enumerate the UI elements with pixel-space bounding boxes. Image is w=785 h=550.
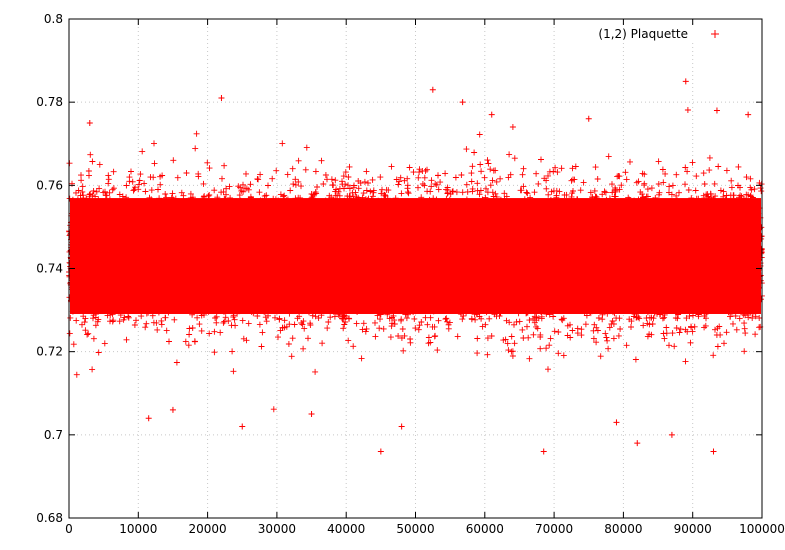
x-tick-label: 40000 (327, 522, 365, 536)
axis-ticks (68, 18, 763, 519)
outlier-point (429, 86, 436, 93)
outlier-point (668, 431, 675, 438)
outlier-point (86, 119, 93, 126)
x-tick-label: 80000 (604, 522, 642, 536)
y-tick-label: 0.78 (36, 95, 63, 109)
x-tick-label: 20000 (189, 522, 227, 536)
outlier-point (239, 423, 246, 430)
y-tick-label: 0.76 (36, 178, 63, 192)
x-tick-label: 30000 (258, 522, 296, 536)
x-tick-label: 90000 (674, 522, 712, 536)
x-tick-label: 10000 (119, 522, 157, 536)
outlier-point (540, 448, 547, 455)
series-plaquette-dense-core (70, 198, 761, 314)
x-tick-label: 50000 (396, 522, 434, 536)
y-tick-label: 0.7 (44, 428, 63, 442)
y-axis-tick-labels: 0.68 0.7 0.72 0.74 0.76 0.78 0.8 (36, 12, 63, 525)
outlier-point (398, 423, 405, 430)
outlier-point (634, 440, 641, 447)
legend-background (580, 26, 730, 42)
outlier-point (745, 111, 752, 118)
outlier-point (710, 448, 717, 455)
outlier-point (682, 78, 689, 85)
y-tick-label: 0.68 (36, 511, 63, 525)
legend-marker-plus (711, 30, 719, 38)
y-tick-label: 0.8 (44, 12, 63, 26)
legend: (1,2) Plaquette (580, 26, 730, 42)
legend-entry-label: (1,2) Plaquette (598, 27, 688, 41)
y-tick-label: 0.72 (36, 345, 63, 359)
outlier-point (459, 99, 466, 106)
x-tick-label: 0 (65, 522, 73, 536)
outlier-point (713, 107, 720, 114)
x-axis-tick-labels: 0 10000 20000 30000 40000 50000 60000 70000 8000… (65, 522, 785, 536)
outlier-point (308, 411, 315, 418)
x-tick-label: 100000 (739, 522, 785, 536)
x-tick-label: 60000 (466, 522, 504, 536)
outlier-point (145, 415, 152, 422)
data-points (66, 78, 765, 455)
outlier-point (488, 111, 495, 118)
x-tick-label: 70000 (535, 522, 573, 536)
outlier-point (585, 115, 592, 122)
outlier-point (169, 406, 176, 413)
legend-marker-glyph (711, 30, 719, 38)
outlier-point (218, 95, 225, 102)
outlier-point (613, 419, 620, 426)
y-tick-label: 0.74 (36, 262, 63, 276)
outlier-point (377, 448, 384, 455)
